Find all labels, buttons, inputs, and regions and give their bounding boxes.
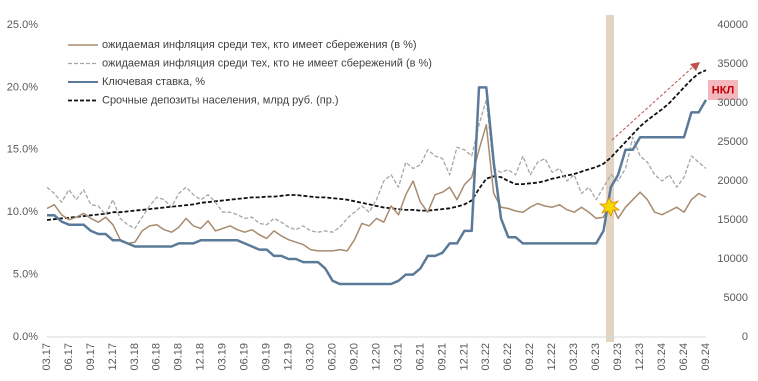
legend-label: ожидаемая инфляция среди тех, кто не име… xyxy=(102,57,432,69)
trend-arrow xyxy=(611,65,695,141)
x-tick-label: 09.23 xyxy=(612,343,624,371)
x-tick-label: 06.17 xyxy=(63,343,75,371)
x-tick-label: 06.24 xyxy=(678,343,690,371)
x-tick-label: 06.22 xyxy=(502,343,514,371)
y2-tick-label: 10000 xyxy=(717,253,748,265)
legend-label: Срочные депозиты населения, млрд руб. (п… xyxy=(102,94,339,106)
x-tick-label: 12.20 xyxy=(370,343,382,371)
x-tick-label: 06.18 xyxy=(151,343,163,371)
y-tick-label: 0.0% xyxy=(13,331,38,343)
series-line xyxy=(46,99,707,233)
y2-tick-label: 35000 xyxy=(717,58,748,70)
annotation-box xyxy=(708,80,738,100)
x-tick-label: 03.20 xyxy=(305,343,317,371)
x-tick-label: 12.21 xyxy=(458,343,470,371)
burst-icon xyxy=(598,197,621,217)
x-tick-label: 12.18 xyxy=(195,343,207,371)
series-line xyxy=(47,86,708,286)
y2-tick-label: 25000 xyxy=(717,136,748,148)
x-tick-label: 03.22 xyxy=(480,343,492,371)
x-tick-label: 09.21 xyxy=(436,343,448,371)
x-tick-label: 03.17 xyxy=(41,343,53,371)
x-tick-label: 09.17 xyxy=(85,343,97,371)
y2-tick-label: 40000 xyxy=(717,19,748,31)
x-tick-label: 03.21 xyxy=(392,343,404,371)
y2-tick-label: 15000 xyxy=(717,214,748,226)
y2-tick-label: 30000 xyxy=(717,97,748,109)
x-tick-label: 09.18 xyxy=(173,343,185,371)
x-tick-label: 09.19 xyxy=(261,343,273,371)
annotation: НКЛ xyxy=(712,84,734,96)
y-tick-label: 25.0% xyxy=(7,19,38,31)
y2-tick-label: 0 xyxy=(742,331,748,343)
x-tick-label: 12.17 xyxy=(107,343,119,371)
legend-label: Ключевая ставка, % xyxy=(102,76,205,88)
x-tick-label: 03.19 xyxy=(217,343,229,371)
x-tick-label: 09.20 xyxy=(348,343,360,371)
x-tick-label: 03.23 xyxy=(568,343,580,371)
y-tick-label: 10.0% xyxy=(7,206,38,218)
layer-lines xyxy=(46,69,708,286)
x-tick-label: 12.23 xyxy=(634,343,646,371)
legend-label: ожидаемая инфляция среди тех, кто имеет … xyxy=(102,39,417,51)
y2-tick-label: 20000 xyxy=(717,175,748,187)
highlight-band xyxy=(606,15,614,342)
series-line xyxy=(46,69,707,221)
x-tick-label: 12.19 xyxy=(283,343,295,371)
x-tick-label: 03.18 xyxy=(129,343,141,371)
y-tick-label: 15.0% xyxy=(7,144,38,156)
x-tick-label: 09.22 xyxy=(524,343,536,371)
x-tick-label: 03.24 xyxy=(656,343,668,371)
x-tick-label: 12.22 xyxy=(546,343,558,371)
x-tick-label: 06.19 xyxy=(239,343,251,371)
y-tick-label: 5.0% xyxy=(13,269,38,281)
x-tick-label: 06.20 xyxy=(326,343,338,371)
series-line xyxy=(46,124,707,252)
x-tick-label: 09.24 xyxy=(700,343,712,371)
y2-tick-label: 5000 xyxy=(724,292,748,304)
x-tick-label: 06.23 xyxy=(590,343,602,371)
y-tick-label: 20.0% xyxy=(7,81,38,93)
x-tick-label: 06.21 xyxy=(414,343,426,371)
arrow-head xyxy=(690,62,700,71)
